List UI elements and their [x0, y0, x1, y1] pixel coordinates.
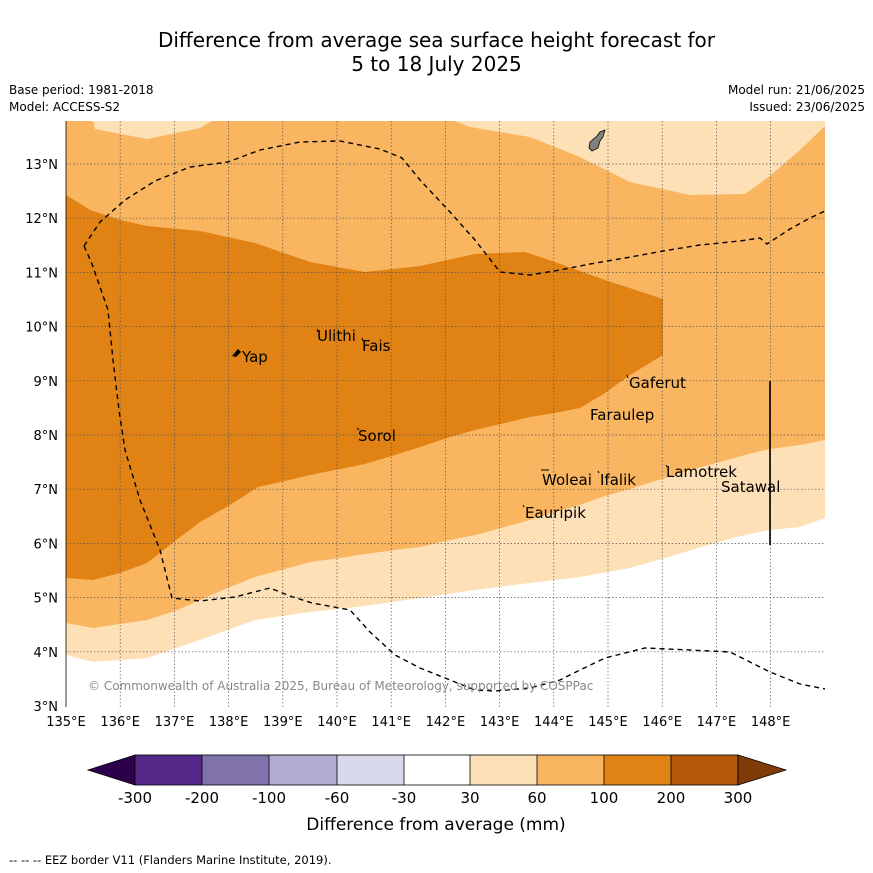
- colorbar-tick-10: 300: [724, 789, 753, 807]
- colorbar-tick-1: -300: [118, 789, 152, 807]
- colorbar-seg-9: [671, 755, 738, 785]
- place-sorol: Sorol: [358, 427, 396, 445]
- lon-label: 148°E: [751, 715, 791, 730]
- model-name: Model: ACCESS-S2: [9, 100, 121, 114]
- island-marks: [316, 328, 668, 508]
- base-period: Base period: 1981-2018: [9, 83, 154, 97]
- place-ulithi: Ulithi: [317, 327, 356, 345]
- lon-label: 141°E: [371, 715, 411, 730]
- lon-axis-labels: 135°E 136°E 137°E 138°E 139°E 140°E 141°E 142°E…: [46, 715, 790, 730]
- colorbar-tick-9: 200: [657, 789, 686, 807]
- lat-label: 12°N: [25, 212, 58, 227]
- map-area: Yap Ulithi Fais Gaferut Faraulep Sorol W…: [66, 121, 825, 707]
- colorbar-tick-5: -30: [392, 789, 417, 807]
- colorbar-tick-6: 30: [460, 789, 479, 807]
- lat-label: 4°N: [34, 646, 59, 661]
- lon-label: 144°E: [534, 715, 574, 730]
- copyright-text: © Commonwealth of Australia 2025, Bureau…: [88, 679, 593, 693]
- meta-right: Model run: 21/06/2025 Issued: 23/06/2025: [728, 82, 865, 116]
- colorbar-tick-3: -100: [252, 789, 286, 807]
- lat-label: 6°N: [34, 537, 59, 552]
- colorbar-extend-high: [737, 754, 788, 786]
- colorbar: -300 -200 -100 -60 -30 30 60 100 200 300…: [86, 754, 788, 835]
- place-lamotrek: Lamotrek: [666, 463, 737, 481]
- lon-label: 136°E: [100, 715, 140, 730]
- place-yap: Yap: [241, 348, 268, 366]
- lat-axis-labels: 13°N 12°N 11°N 10°N 9°N 8°N 7°N 6°N 5°N 4°N 3°N: [25, 158, 58, 715]
- place-fais: Fais: [362, 337, 391, 355]
- lat-label: 7°N: [34, 483, 59, 498]
- place-satawal: Satawal: [721, 478, 780, 496]
- lon-label: 142°E: [426, 715, 466, 730]
- lon-label: 135°E: [46, 715, 86, 730]
- lat-label: 3°N: [34, 700, 59, 715]
- place-woleai: Woleai: [542, 471, 592, 489]
- lat-label: 13°N: [25, 158, 58, 173]
- place-eauripik: Eauripik: [525, 504, 586, 522]
- colorbar-extend-low: [86, 754, 136, 786]
- colorbar-seg-4: [337, 755, 404, 785]
- title-line-2: 5 to 18 July 2025: [351, 52, 522, 76]
- eez-border-east: [83, 140, 825, 276]
- colorbar-seg-7: [537, 755, 604, 785]
- colorbar-tick-2: -200: [185, 789, 219, 807]
- place-ifalik: Ifalik: [600, 471, 636, 489]
- lon-label: 145°E: [588, 715, 628, 730]
- lat-label: 8°N: [34, 429, 59, 444]
- lat-label: 9°N: [34, 375, 59, 390]
- colorbar-seg-1: [135, 755, 202, 785]
- colorbar-seg-2: [202, 755, 269, 785]
- band-100-200: [66, 195, 663, 580]
- lon-label: 137°E: [155, 715, 195, 730]
- lat-label: 10°N: [25, 321, 58, 336]
- colorbar-seg-5: [404, 755, 470, 785]
- colorbar-tick-4: -60: [325, 789, 350, 807]
- map-grid: [66, 121, 825, 707]
- lon-label: 138°E: [209, 715, 249, 730]
- colorbar-label: Difference from average (mm): [306, 815, 565, 835]
- yap-island: [232, 349, 241, 357]
- colorbar-tick-7: 60: [527, 789, 546, 807]
- eez-border-north: [83, 245, 825, 692]
- lon-label: 139°E: [263, 715, 303, 730]
- lon-label: 146°E: [642, 715, 682, 730]
- lon-label: 140°E: [317, 715, 357, 730]
- lat-label: 5°N: [34, 592, 59, 607]
- colorbar-seg-6: [470, 755, 537, 785]
- issued-date: Issued: 23/06/2025: [749, 100, 865, 114]
- place-gaferut: Gaferut: [629, 374, 686, 392]
- guam-island: [588, 129, 606, 152]
- chart-title: Difference from average sea surface heig…: [0, 28, 873, 76]
- lon-label: 143°E: [480, 715, 520, 730]
- eez-legend: -- -- -- EEZ border V11 (Flanders Marine…: [9, 853, 332, 867]
- colorbar-tick-8: 100: [590, 789, 619, 807]
- colorbar-seg-8: [604, 755, 671, 785]
- lat-label: 11°N: [25, 266, 58, 281]
- colorbar-seg-3: [269, 755, 337, 785]
- model-run: Model run: 21/06/2025: [727, 83, 865, 97]
- title-line-1: Difference from average sea surface heig…: [157, 28, 716, 52]
- lon-label: 147°E: [697, 715, 737, 730]
- place-faraulep: Faraulep: [590, 406, 654, 424]
- meta-left: Base period: 1981-2018 Model: ACCESS-S2: [9, 82, 154, 116]
